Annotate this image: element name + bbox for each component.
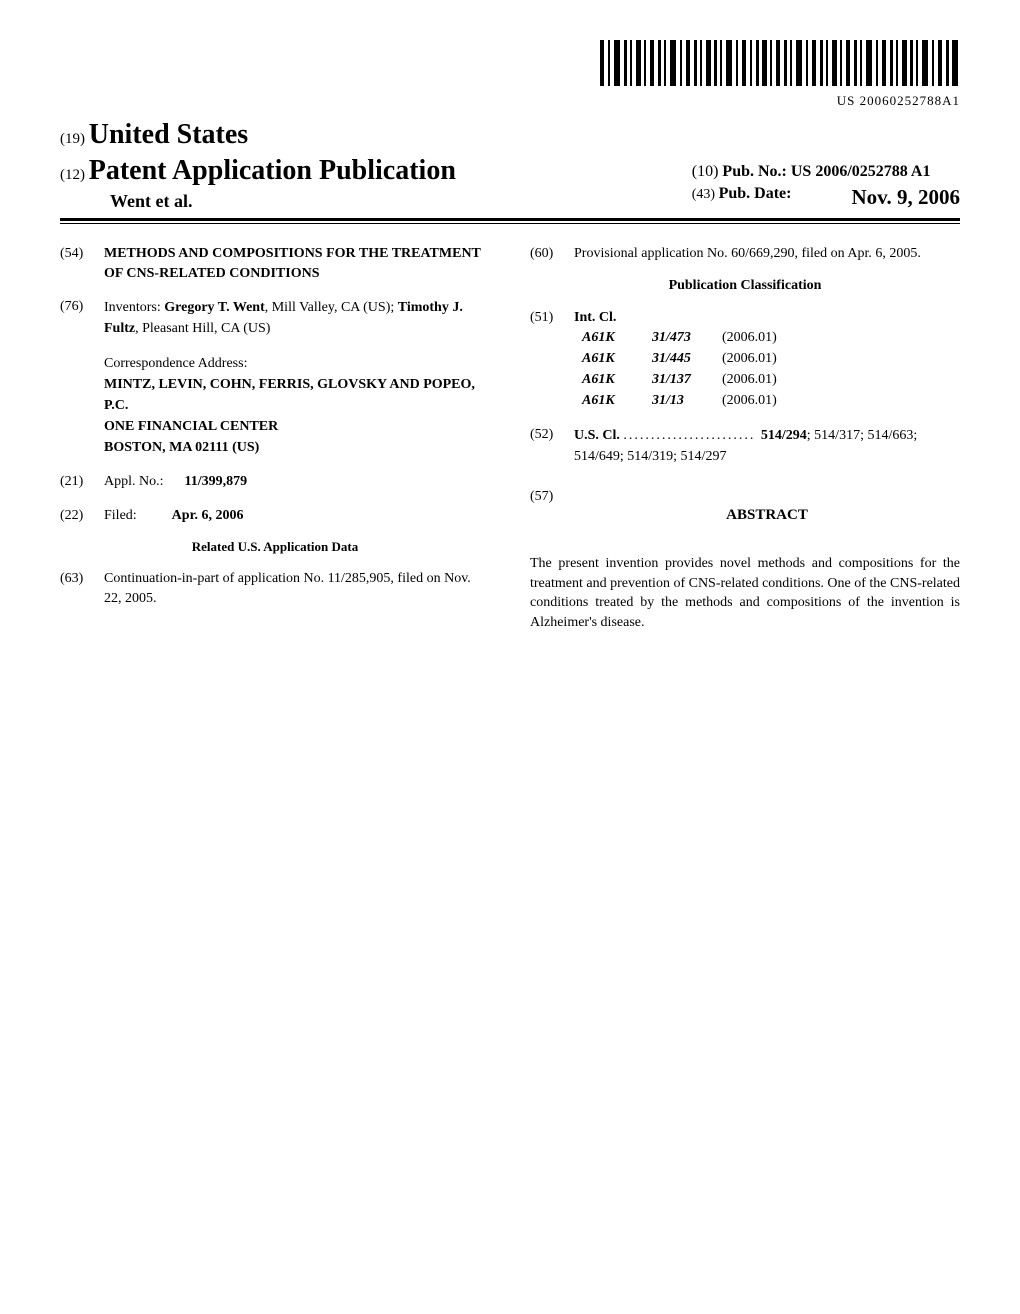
uscl-primary: 514/294 [761,428,807,443]
pub-no-line: (10) Pub. No.: US 2006/0252788 A1 [692,163,960,181]
prov-text: Provisional application No. 60/669,290, … [574,244,960,264]
title-text: METHODS AND COMPOSITIONS FOR THE TREATME… [104,244,490,283]
abstract-field: (57) ABSTRACT [530,487,960,540]
intcl-subclass: 31/13 [652,390,722,411]
intcl-subclass: 31/473 [652,327,722,348]
pub-no-code: (10) [692,163,719,180]
appl-label: Appl. No.: [104,474,164,489]
intcl-code: (51) [530,308,574,412]
header: (19) United States (12) Patent Applicati… [60,119,960,212]
title-code: (54) [60,244,104,283]
cont-text: Continuation-in-part of application No. … [104,569,490,608]
inventor-name: Gregory T. Went [164,300,264,315]
doc-code: (12) [60,167,85,183]
intcl-label: Int. Cl. [574,308,960,328]
pub-no-label: Pub. No.: [722,163,786,180]
intcl-body: Int. Cl. A61K31/473(2006.01)A61K31/445(2… [574,308,960,412]
uscl-code: (52) [530,425,574,467]
left-column: (54) METHODS AND COMPOSITIONS FOR THE TR… [60,244,490,633]
abstract-text: The present invention provides novel met… [530,554,960,632]
authors: Went et al. [60,191,692,212]
intcl-class: A61K [582,369,652,390]
related-heading: Related U.S. Application Data [60,539,490,555]
filed-value: Apr. 6, 2006 [172,508,244,523]
intcl-table: A61K31/473(2006.01)A61K31/445(2006.01)A6… [582,327,960,411]
corr-lines: MINTZ, LEVIN, COHN, FERRIS, GLOVSKY AND … [104,374,490,458]
filed-label: Filed: [104,508,137,523]
pub-no-value: US 2006/0252788 A1 [791,163,931,180]
cont-code: (63) [60,569,104,608]
title-field: (54) METHODS AND COMPOSITIONS FOR THE TR… [60,244,490,283]
intcl-field: (51) Int. Cl. A61K31/473(2006.01)A61K31/… [530,308,960,412]
corr-line: MINTZ, LEVIN, COHN, FERRIS, GLOVSKY AND … [104,374,490,416]
pub-date-value: Nov. 9, 2006 [851,185,960,210]
intcl-year: (2006.01) [722,327,960,348]
uscl-dots: ........................ [623,428,761,443]
country-line: (19) United States [60,119,692,151]
country-code: (19) [60,131,85,147]
intcl-row: A61K31/445(2006.01) [582,348,960,369]
pub-class-heading: Publication Classification [530,278,960,294]
prov-code: (60) [530,244,574,264]
inventors-code: (76) [60,297,104,339]
inventors-body: Inventors: Gregory T. Went, Mill Valley,… [104,297,490,339]
intcl-row: A61K31/473(2006.01) [582,327,960,348]
intcl-year: (2006.01) [722,348,960,369]
appl-value: 11/399,879 [185,474,248,489]
pub-date-line: (43) Pub. Date: Nov. 9, 2006 [692,185,960,210]
barcode-graphic [600,40,960,86]
columns: (54) METHODS AND COMPOSITIONS FOR THE TR… [60,244,960,633]
intcl-subclass: 31/445 [652,348,722,369]
pub-date-label: Pub. Date: [719,185,792,202]
appl-body: Appl. No.: 11/399,879 [104,472,490,492]
uscl-field: (52) U.S. Cl. ........................ 5… [530,425,960,467]
filed-field: (22) Filed: Apr. 6, 2006 [60,506,490,526]
corr-label: Correspondence Address: [104,353,490,374]
intcl-class: A61K [582,390,652,411]
pub-date-code: (43) [692,187,715,202]
uscl-body: U.S. Cl. ........................ 514/29… [574,425,960,467]
intcl-class: A61K [582,348,652,369]
header-right: (10) Pub. No.: US 2006/0252788 A1 (43) P… [692,163,960,212]
appl-code: (21) [60,472,104,492]
abstract-code: (57) [530,487,574,540]
intcl-year: (2006.01) [722,390,960,411]
correspondence: Correspondence Address: MINTZ, LEVIN, CO… [104,353,490,458]
filed-code: (22) [60,506,104,526]
intcl-subclass: 31/137 [652,369,722,390]
rule-thick [60,218,960,221]
doc-line: (12) Patent Application Publication [60,155,692,187]
header-left: (19) United States (12) Patent Applicati… [60,119,692,212]
prov-field: (60) Provisional application No. 60/669,… [530,244,960,264]
intcl-row: A61K31/137(2006.01) [582,369,960,390]
doc-title: Patent Application Publication [89,155,456,186]
corr-line: BOSTON, MA 02111 (US) [104,437,490,458]
barcode-region: US 20060252788A1 [60,40,960,109]
uscl-label: U.S. Cl. [574,428,620,443]
right-column: (60) Provisional application No. 60/669,… [530,244,960,633]
appl-field: (21) Appl. No.: 11/399,879 [60,472,490,492]
intcl-year: (2006.01) [722,369,960,390]
rule-thin [60,223,960,224]
inventors-label: Inventors: [104,300,161,315]
intcl-row: A61K31/13(2006.01) [582,390,960,411]
corr-line: ONE FINANCIAL CENTER [104,416,490,437]
filed-body: Filed: Apr. 6, 2006 [104,506,490,526]
intcl-class: A61K [582,327,652,348]
cont-field: (63) Continuation-in-part of application… [60,569,490,608]
country-name: United States [89,119,248,150]
barcode-text: US 20060252788A1 [60,93,960,109]
abstract-heading: ABSTRACT [574,505,960,526]
inventors-field: (76) Inventors: Gregory T. Went, Mill Va… [60,297,490,339]
